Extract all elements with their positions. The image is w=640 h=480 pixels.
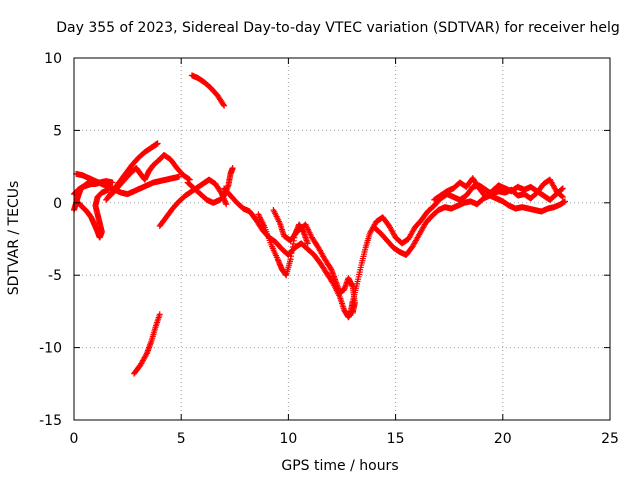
chart-title: Day 355 of 2023, Sidereal Day-to-day VTE…: [56, 20, 619, 36]
data-point: [349, 309, 356, 316]
data-point: [561, 198, 568, 205]
grid-lines: [74, 58, 610, 420]
data-point: [109, 179, 116, 186]
series-O: [431, 175, 566, 203]
y-tick-label: 10: [44, 51, 62, 67]
series-A: [73, 170, 183, 198]
data-point: [327, 265, 334, 272]
data-point: [559, 193, 566, 200]
series-H: [131, 311, 163, 377]
data-points: [71, 72, 568, 377]
data-point: [559, 185, 566, 192]
y-axis-label: SDTVAR / TECUs: [6, 181, 22, 296]
series-F: [107, 152, 193, 199]
x-tick-label: 10: [279, 431, 297, 447]
series-N: [371, 192, 568, 258]
data-point: [223, 201, 230, 208]
data-point: [559, 186, 566, 193]
x-tick-label: 20: [494, 431, 512, 447]
data-point: [304, 240, 311, 247]
data-point: [154, 140, 161, 147]
x-tick-label: 25: [601, 431, 619, 447]
data-point: [220, 101, 227, 108]
y-tick-label: 0: [53, 196, 62, 212]
y-tick-label: -5: [48, 268, 62, 284]
series-G: [188, 72, 228, 109]
data-point: [105, 186, 112, 193]
y-tick-label: 5: [53, 123, 62, 139]
x-axis-label: GPS time / hours: [281, 458, 398, 474]
x-tick-label: 5: [177, 431, 186, 447]
plot-frame: [73, 57, 611, 421]
data-point: [221, 102, 228, 109]
x-tick-label: 15: [387, 431, 405, 447]
data-point: [559, 194, 566, 201]
data-point: [86, 179, 93, 186]
data-point: [229, 165, 236, 172]
series-J: [184, 165, 236, 206]
series-K: [221, 176, 566, 321]
x-tick-label: 0: [70, 431, 79, 447]
data-point: [176, 173, 183, 180]
series-M: [270, 207, 358, 316]
y-tick-label: -10: [39, 341, 62, 357]
data-point: [156, 311, 163, 318]
y-tick-label: -15: [39, 413, 62, 429]
axis-ticks: 0 5 10 15 20 25 -15 -10 -5 0 5 10: [39, 51, 619, 447]
